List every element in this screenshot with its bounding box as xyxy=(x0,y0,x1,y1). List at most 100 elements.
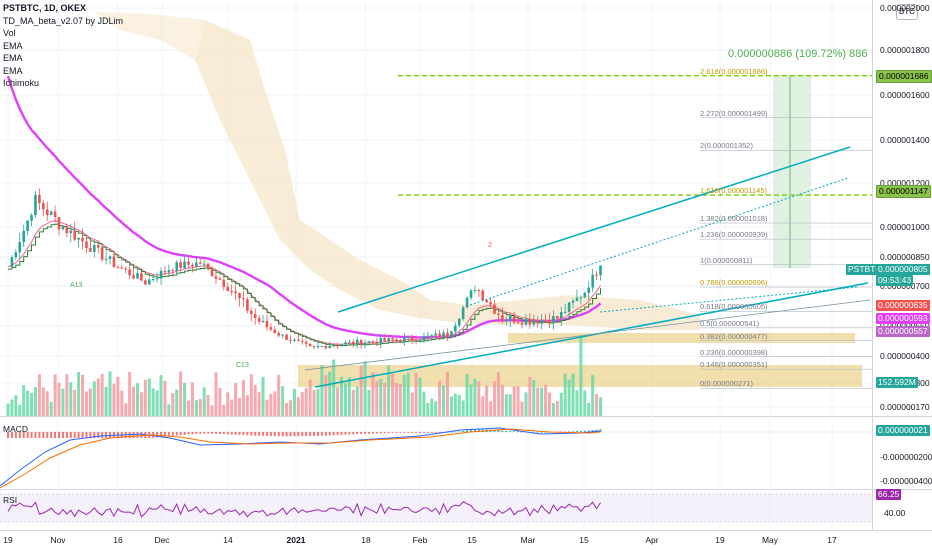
candle xyxy=(14,252,18,258)
candle xyxy=(571,300,575,303)
volume-bar xyxy=(469,384,473,416)
macd-histogram-bar xyxy=(18,432,21,438)
candle xyxy=(269,327,273,330)
volume-bar xyxy=(453,393,457,416)
candle xyxy=(591,274,594,288)
candle xyxy=(497,313,500,316)
candle xyxy=(10,257,14,267)
macd-histogram-bar xyxy=(591,430,594,432)
candle xyxy=(297,339,300,341)
volume-bar xyxy=(567,379,571,416)
candle xyxy=(81,237,84,242)
macd-histogram-bar xyxy=(301,432,304,437)
candle xyxy=(85,241,88,249)
ichimoku-cloud xyxy=(95,12,205,60)
macd-histogram-bar xyxy=(477,429,480,432)
fib-level-label: 1(0.000000811) xyxy=(700,255,753,265)
macd-histogram-bar xyxy=(340,432,343,435)
fib-level-label: 1.382(0.000001018) xyxy=(700,214,768,224)
candle xyxy=(516,322,520,324)
candle xyxy=(520,322,524,325)
candle xyxy=(175,262,179,271)
macd-histogram-bar xyxy=(313,432,316,436)
support-zone xyxy=(508,333,855,343)
macd-histogram-bar xyxy=(579,430,582,432)
volume-bar xyxy=(324,375,328,416)
legend-indicator-vol[interactable]: Vol xyxy=(3,28,16,38)
candle xyxy=(579,297,583,299)
macd-label[interactable]: MACD xyxy=(3,424,29,434)
time-axis-tick: Nov xyxy=(50,535,66,545)
price-axis-tick: 0.000000700 xyxy=(880,281,930,291)
macd-histogram-bar xyxy=(430,432,433,433)
time-axis-tick: 14 xyxy=(223,535,233,545)
macd-histogram-bar xyxy=(399,432,402,433)
candle xyxy=(100,247,104,260)
price-axis-tick: 0.000000170 xyxy=(880,402,930,412)
candle xyxy=(355,340,359,345)
macd-histogram-bar xyxy=(521,431,524,433)
candle xyxy=(57,217,61,230)
legend-indicator-ichimoku[interactable]: Ichimoku xyxy=(3,78,40,88)
volume-bar xyxy=(465,373,469,416)
macd-histogram-bar xyxy=(320,432,323,436)
macd-histogram-bar xyxy=(46,432,49,438)
macd-histogram-bar xyxy=(167,432,170,437)
volume-bar xyxy=(198,398,202,416)
candle xyxy=(559,311,563,319)
volume-bar xyxy=(300,391,304,416)
legend-indicator-ema-3[interactable]: EMA xyxy=(3,65,23,76)
volume-bar xyxy=(308,379,312,416)
candle xyxy=(38,194,41,204)
tag-level-593: 0.000000593 xyxy=(876,313,930,324)
rsi-label[interactable]: RSI xyxy=(3,495,18,505)
volume-bar xyxy=(559,392,563,416)
candle xyxy=(265,320,269,328)
ichimoku-cloud xyxy=(195,20,700,330)
candle xyxy=(155,278,159,280)
price-pane[interactable] xyxy=(0,0,872,416)
marker-2: 2 xyxy=(488,242,492,249)
legend-indicator-td-ma[interactable]: TD_MA_beta_v2.07 by JDLim xyxy=(3,15,124,26)
candle xyxy=(249,310,253,315)
volume-bar xyxy=(230,399,234,416)
fib-level-label: 1.236(0.000000939) xyxy=(700,230,768,240)
candle xyxy=(96,245,100,248)
volume-bar xyxy=(551,402,555,416)
volume-bar xyxy=(340,376,344,416)
candle xyxy=(552,316,555,324)
volume-bar xyxy=(544,384,548,416)
candle xyxy=(171,270,175,272)
candle xyxy=(222,279,226,287)
macd-histogram-bar xyxy=(7,432,9,438)
legend-symbol[interactable]: PSTBTC, 1D, OKEX xyxy=(3,3,87,13)
channel-upper xyxy=(337,146,851,313)
volume-bar xyxy=(485,385,489,416)
macd-histogram-bar xyxy=(587,430,590,432)
candle xyxy=(399,339,402,342)
currency-badge[interactable]: BTC xyxy=(896,4,918,20)
volume-bar xyxy=(241,380,245,416)
macd-histogram-bar xyxy=(458,431,461,433)
volume-bar xyxy=(128,371,132,416)
rsi-line xyxy=(7,501,601,518)
legend-indicator-ema-1[interactable]: EMA xyxy=(3,40,23,51)
tag-volume: 152.592M xyxy=(876,377,918,388)
macd-histogram-bar xyxy=(599,429,602,432)
volume-bar xyxy=(332,359,336,416)
candle xyxy=(246,299,249,311)
candle xyxy=(73,230,77,240)
macd-pane[interactable] xyxy=(0,417,872,489)
legend-indicator-ema-2[interactable]: EMA xyxy=(3,53,23,63)
candle xyxy=(30,215,33,221)
time-axis-tick: Dec xyxy=(154,535,170,545)
fib-level-label: 0.236(0.000000398) xyxy=(700,347,768,357)
price-axis-tick: 0.000000400 xyxy=(880,351,930,361)
volume-bar xyxy=(190,382,194,416)
volume-bar xyxy=(92,381,96,416)
candle xyxy=(320,345,324,347)
volume-bar xyxy=(261,376,265,416)
candle xyxy=(454,325,457,332)
volume-bar xyxy=(77,372,81,416)
